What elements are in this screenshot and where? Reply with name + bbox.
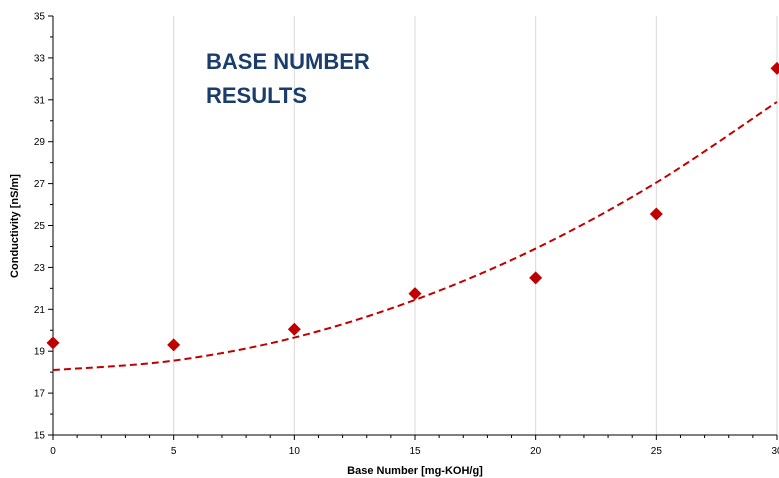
axes — [48, 15, 778, 440]
chart-title-line-1: BASE NUMBER — [206, 49, 370, 74]
x-tick-label: 15 — [409, 446, 421, 457]
y-tick-label: 35 — [34, 12, 46, 23]
x-tick-label: 30 — [771, 446, 779, 457]
y-tick-label: 33 — [34, 53, 46, 64]
y-axis-title: Conductivity [nS/m] — [9, 174, 21, 278]
gridlines — [173, 16, 778, 435]
y-tick-label: 21 — [34, 305, 46, 316]
data-points — [46, 61, 779, 352]
data-point-marker — [408, 287, 422, 301]
y-tick-label: 31 — [34, 95, 46, 106]
y-tick-label: 29 — [34, 137, 46, 148]
y-tick-label: 25 — [34, 221, 46, 232]
data-point-marker — [529, 271, 543, 285]
y-tick-label: 19 — [34, 347, 46, 358]
x-tick-label: 10 — [289, 446, 301, 457]
data-point-marker — [649, 207, 663, 221]
x-axis-title: Base Number [mg-KOH/g] — [347, 465, 483, 477]
chart-title-line-2: RESULTS — [206, 83, 307, 108]
tick-labels: 15 17 19 21 23 25 27 29 31 33 35 0 5 10 15 20 25 30 — [34, 12, 779, 458]
x-tick-label: 5 — [171, 446, 177, 457]
x-tick-label: 25 — [651, 446, 663, 457]
x-tick-label: 0 — [50, 446, 56, 457]
y-tick-label: 15 — [34, 431, 46, 442]
data-point-marker — [46, 336, 60, 350]
x-tick-label: 20 — [530, 446, 542, 457]
data-point-marker — [167, 338, 181, 352]
y-tick-label: 17 — [34, 389, 46, 400]
y-tick-label: 23 — [34, 263, 46, 274]
y-tick-label: 27 — [34, 179, 46, 190]
data-point-marker — [770, 61, 779, 75]
data-point-marker — [287, 322, 301, 336]
trendline — [52, 101, 778, 372]
